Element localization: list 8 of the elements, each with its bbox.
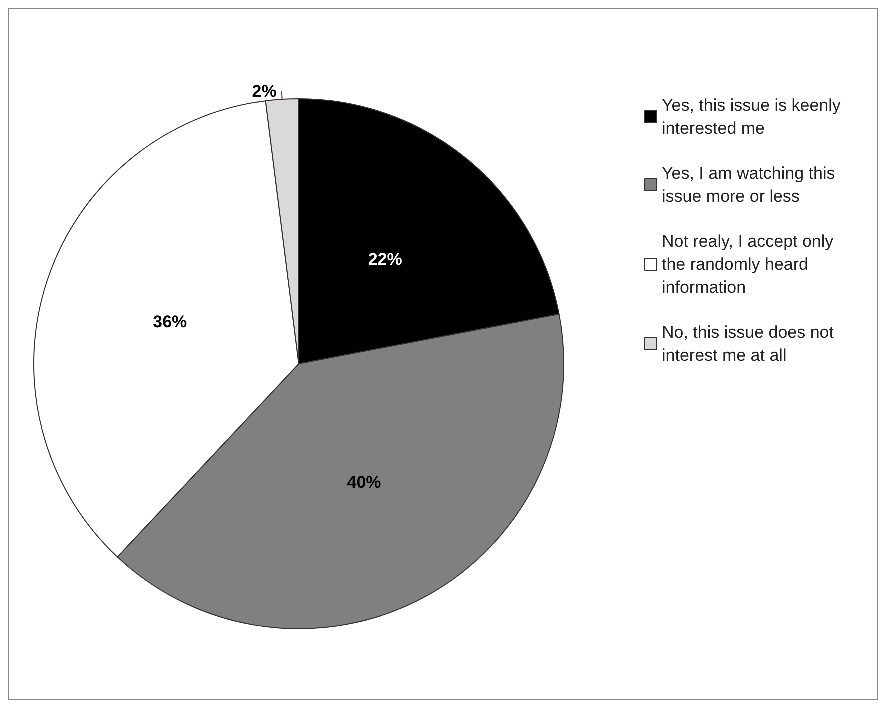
legend-label: Yes, this issue is keenly interested me [662, 96, 846, 138]
legend-label: No, this issue does not interest me at all [662, 323, 839, 365]
data-label: 36% [153, 312, 188, 332]
legend-label: Yes, I am watching this issue more or less [662, 164, 840, 206]
data-label: 40% [347, 473, 382, 492]
legend-label: Not realy, I accept only the randomly heard information [662, 232, 838, 297]
data-label: 22% [368, 250, 402, 270]
data-label: 2% [252, 82, 277, 102]
